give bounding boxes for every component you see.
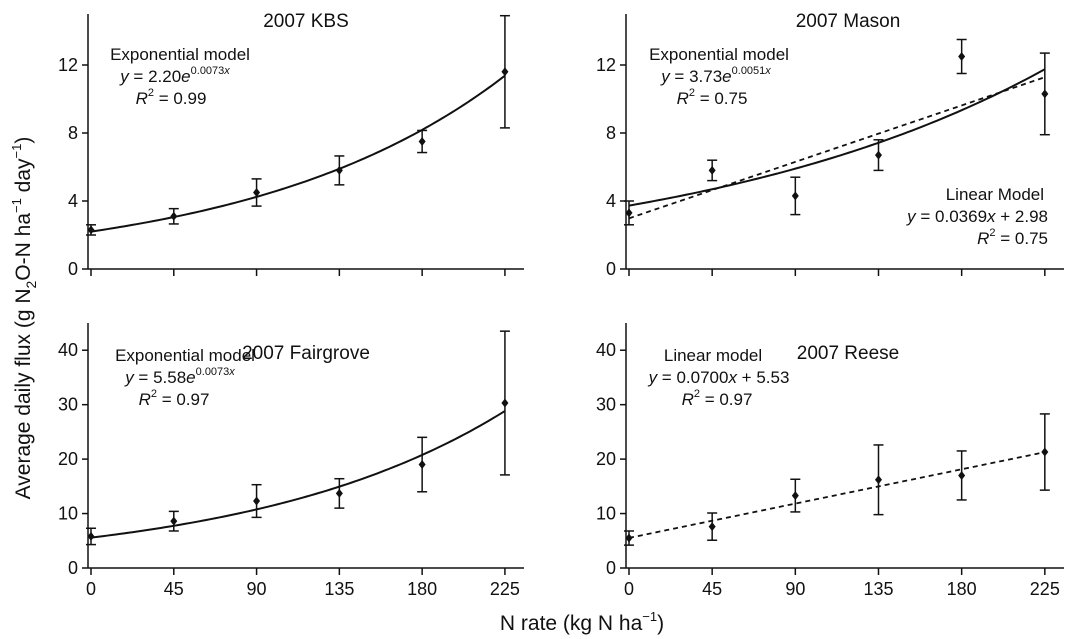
data-point — [708, 522, 716, 532]
panel-title: 2007 Reese — [797, 343, 899, 364]
x-axis-label: N rate (kg N ha−1) — [500, 609, 664, 635]
panel-2007-reese: 0 10 20 30 40 0 45 90 135 180 225 2007 Reese Linear … — [596, 323, 1064, 599]
data-point — [791, 491, 799, 501]
data-point — [501, 67, 509, 77]
y-tick-label: 40 — [58, 340, 78, 360]
y-tick-label: 4 — [606, 191, 616, 211]
panel-title: 2007 Mason — [796, 11, 901, 32]
exponential-fit-line — [90, 410, 506, 539]
data-point — [625, 533, 633, 543]
data-point — [874, 475, 882, 485]
y-tick-label: 30 — [596, 395, 616, 415]
data-point — [87, 531, 95, 541]
linear-fit-line — [628, 76, 1046, 220]
data-point — [791, 191, 799, 201]
model-equation: y = 0.0700x + 5.53 — [648, 368, 790, 387]
model-r-squared: R2 = 0.75 — [977, 227, 1048, 248]
data-point — [501, 398, 509, 408]
data-point — [335, 165, 343, 175]
x-tick-label: 135 — [863, 579, 893, 599]
y-tick-label: 12 — [596, 55, 616, 75]
data-point — [625, 208, 633, 218]
data-point — [170, 211, 178, 221]
exponential-fit-line — [628, 68, 1046, 207]
model-label: Exponential model — [649, 45, 789, 64]
data-point — [87, 225, 95, 235]
model-equation: y = 0.0369x + 2.98 — [906, 207, 1048, 226]
y-tick-label: 0 — [606, 558, 616, 578]
data-point — [874, 150, 882, 160]
data-point — [253, 496, 261, 506]
x-tick-label: 180 — [947, 579, 977, 599]
y-tick-label: 0 — [68, 259, 78, 279]
data-point — [1041, 447, 1049, 457]
y-tick-label: 8 — [606, 123, 616, 143]
y-tick-label: 20 — [58, 449, 78, 469]
panel-title: 2007 KBS — [263, 11, 349, 32]
y-axis-label: Average daily flux (g N2O-N ha−1 day−1) — [9, 137, 39, 500]
y-tick-label: 4 — [68, 191, 78, 211]
y-tick-label: 30 — [58, 395, 78, 415]
y-tick-label: 20 — [596, 449, 616, 469]
x-tick-label: 225 — [1030, 579, 1060, 599]
model-equation: y = 5.58e0.0073x — [124, 366, 235, 387]
y-tick-label: 0 — [68, 558, 78, 578]
exponential-fit-line — [90, 74, 506, 233]
x-tick-label: 0 — [624, 579, 634, 599]
y-tick-label: 10 — [596, 504, 616, 524]
model-r-squared: R2 = 0.97 — [139, 388, 210, 409]
x-tick-label: 90 — [247, 579, 267, 599]
linear-fit-line — [628, 451, 1046, 539]
model-label: Exponential model — [110, 45, 250, 64]
data-point — [253, 188, 261, 197]
data-point — [418, 137, 426, 146]
x-tick-label: 45 — [164, 579, 184, 599]
x-tick-label: 45 — [702, 579, 722, 599]
data-point — [418, 460, 426, 470]
panel-2007-fairgrove: 0 10 20 30 40 0 45 90 135 180 225 2007 FairgroveExp… — [58, 323, 524, 599]
model-r-squared: R2 = 0.75 — [677, 87, 748, 108]
model-r-squared: R2 = 0.97 — [682, 388, 753, 409]
data-point — [708, 165, 716, 175]
y-tick-label: 40 — [596, 340, 616, 360]
x-tick-label: 135 — [324, 579, 354, 599]
model-equation: y = 2.20e0.0073x — [119, 65, 230, 86]
y-tick-label: 8 — [68, 123, 78, 143]
model-r-squared: R2 = 0.99 — [136, 87, 207, 108]
x-tick-label: 0 — [86, 579, 96, 599]
model-label: Linear model — [664, 346, 762, 365]
data-point — [170, 516, 178, 526]
x-tick-label: 225 — [490, 579, 520, 599]
data-point — [335, 488, 343, 498]
model-equation: y = 3.73e0.0051x — [660, 65, 771, 86]
y-tick-label: 12 — [58, 55, 78, 75]
model-label: Linear Model — [946, 185, 1044, 204]
y-tick-label: 10 — [58, 504, 78, 524]
panel-title: 2007 Fairgrove — [242, 343, 370, 364]
y-tick-label: 0 — [606, 259, 616, 279]
data-point — [958, 52, 966, 61]
data-point — [1041, 89, 1049, 99]
x-tick-label: 180 — [407, 579, 437, 599]
x-tick-label: 90 — [785, 579, 805, 599]
model-label: Exponential model — [115, 346, 255, 365]
data-point — [958, 470, 966, 480]
